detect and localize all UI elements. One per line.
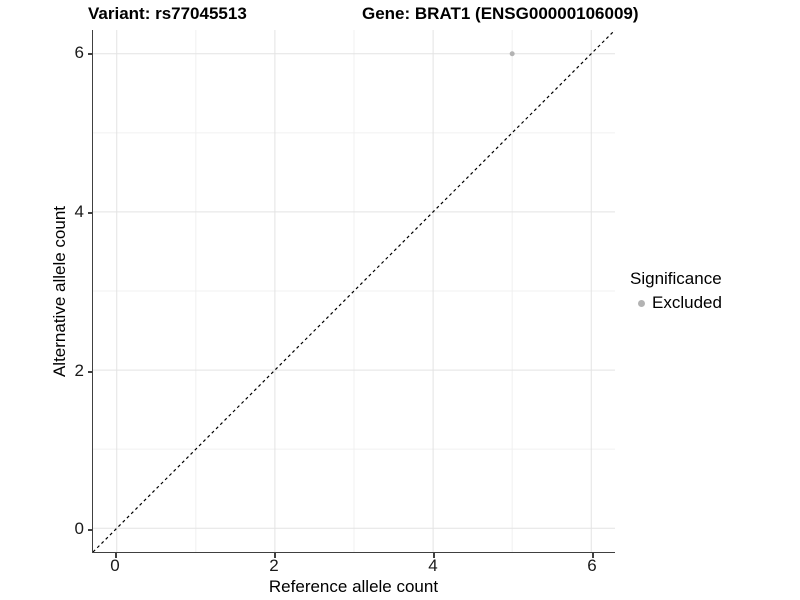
- y-axis-title-wrap: Alternative allele count: [46, 30, 74, 553]
- x-tick-label: 2: [269, 556, 279, 575]
- y-tick-label: 2: [74, 361, 84, 380]
- x-axis-title: Reference allele count: [268, 577, 439, 596]
- x-tick-mark: [115, 553, 117, 558]
- x-tick-label: 0: [110, 556, 120, 575]
- y-tick-mark: [88, 371, 93, 373]
- legend: Significance Excluded: [630, 269, 722, 313]
- y-tick-label: 0: [74, 519, 84, 538]
- y-axis-title: Alternative allele count: [50, 205, 69, 378]
- y-tick-label: 4: [74, 202, 84, 221]
- x-tick-label: 4: [428, 556, 438, 575]
- plot-panel: [92, 30, 615, 553]
- legend-item-excluded: Excluded: [630, 293, 722, 313]
- variant-title: Variant: rs77045513: [88, 4, 247, 23]
- y-tick-mark: [88, 212, 93, 214]
- y-tick-mark: [88, 529, 93, 531]
- y-tick-mark: [88, 53, 93, 55]
- legend-item-label: Excluded: [652, 293, 722, 312]
- x-tick-mark: [433, 553, 435, 558]
- x-tick-label: 6: [587, 556, 597, 575]
- plot-area-svg: [93, 30, 615, 552]
- legend-title: Significance: [630, 269, 722, 288]
- y-tick-label: 6: [74, 43, 84, 62]
- x-tick-mark: [274, 553, 276, 558]
- gene-title: Gene: BRAT1 (ENSG00000106009): [362, 4, 639, 23]
- x-tick-mark: [592, 553, 594, 558]
- excluded-point-icon: [638, 299, 645, 307]
- data-point: [509, 51, 515, 57]
